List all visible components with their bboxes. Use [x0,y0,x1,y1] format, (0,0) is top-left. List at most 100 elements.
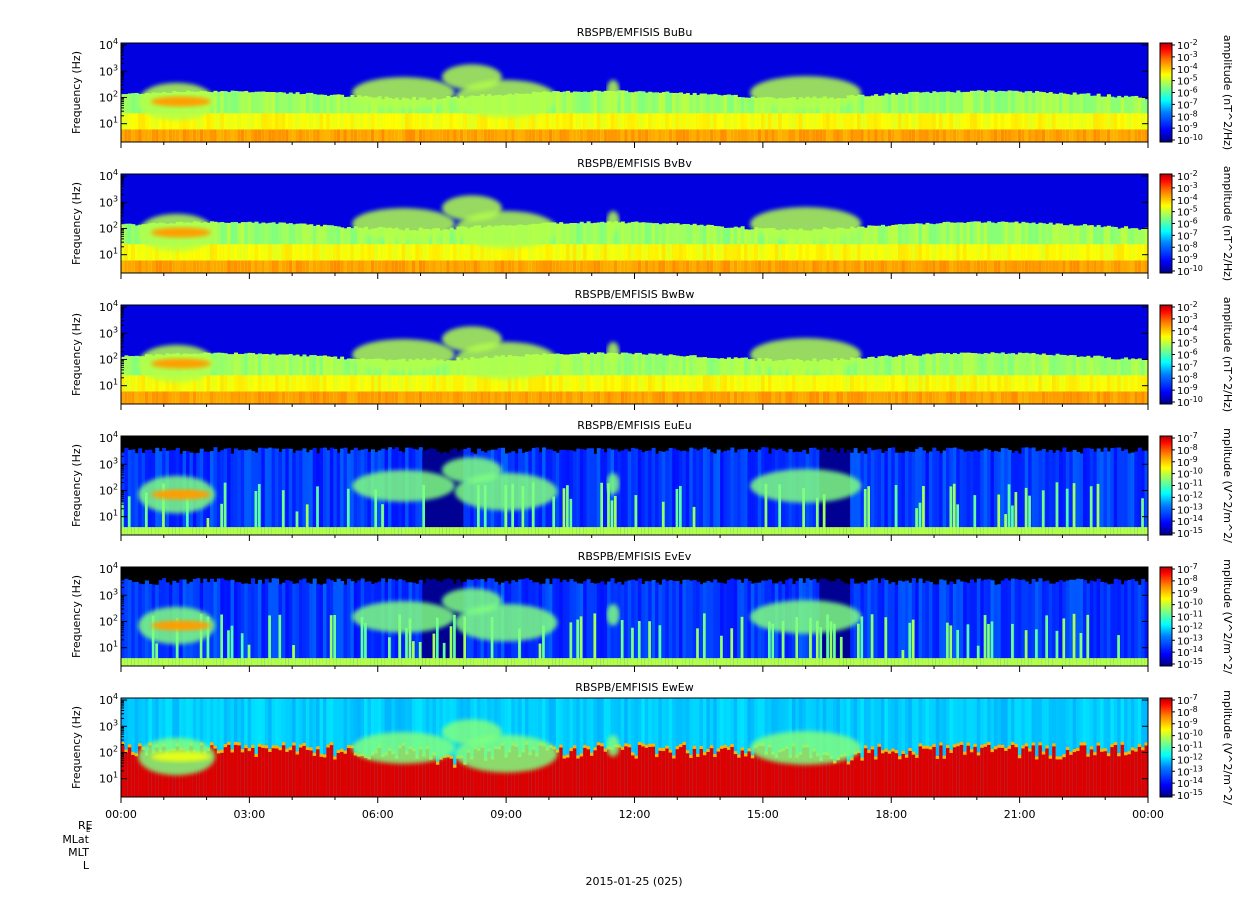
burst-stripe [730,628,734,666]
base-band [333,129,338,142]
base-band [343,527,348,535]
base-band [240,260,245,273]
base-band [843,129,848,142]
base-band [946,527,951,535]
y-tick-label: 104 [99,299,118,314]
base-band [165,391,170,404]
low-band [545,244,550,273]
background-band [750,449,755,535]
low-band [1065,375,1070,404]
background-band [956,579,961,666]
base-band [353,391,358,404]
low-band [668,113,673,142]
low-band [706,375,711,404]
low-band [449,375,454,404]
background-band [264,448,269,535]
base-band [1055,129,1060,142]
background-band [322,447,327,535]
background-band [292,452,297,535]
base-band [1072,391,1077,404]
low-band [754,375,759,404]
low-band [1106,113,1111,142]
noise-edge [124,749,129,753]
background-band [617,581,622,666]
noise-band [292,745,297,797]
noise-edge [322,754,327,758]
base-band [973,658,978,666]
background-band [672,581,677,666]
base-band [918,658,923,666]
emission-core [150,96,211,107]
base-band [959,260,964,273]
base-band [158,260,163,273]
low-band [956,244,961,273]
low-band [569,375,574,404]
low-band [600,113,605,142]
base-band [196,658,201,666]
base-band [915,129,920,142]
base-band [333,391,338,404]
low-band [822,244,827,273]
background-band [637,449,642,535]
burst-stripe [333,614,336,666]
burst-stripe [127,496,131,535]
base-band [579,129,584,142]
burst-stripe [1079,632,1083,666]
burst-stripe [740,616,744,666]
base-band [357,391,362,404]
low-band [579,244,584,273]
low-band [798,375,803,404]
burst-stripe [1065,488,1069,535]
colorbar-tick-label: 10-10 [1177,395,1203,409]
base-band [199,391,204,404]
base-band [589,658,595,666]
base-band [343,129,348,142]
base-band [651,527,656,535]
y-tick-exponent: 2 [113,613,118,622]
low-band [1110,375,1115,404]
background-band [624,581,629,666]
colorbar-tick-exponent: -2 [1190,169,1198,178]
base-band [305,391,310,404]
low-band [326,375,331,404]
low-band [562,244,567,273]
colorbar-tick-label: 10-8 [1177,443,1198,457]
base-band [240,391,245,404]
base-band [610,391,615,404]
low-band [692,244,697,273]
base-band [744,658,749,666]
base-band [281,658,286,666]
background-band [973,582,978,666]
base-band [408,658,413,666]
low-band [898,113,903,142]
low-band [473,113,478,142]
low-band [1076,244,1081,273]
background-band [1014,579,1019,666]
low-band [466,113,471,142]
base-band [754,129,759,142]
noise-edge [285,748,290,752]
base-band [326,129,331,142]
low-band [867,375,872,404]
background-band [949,581,954,666]
base-band [980,391,985,404]
low-band [744,375,749,404]
low-band [1100,244,1105,273]
background-band [1117,579,1122,666]
base-band [768,260,773,273]
background-band [689,447,694,535]
base-band [911,527,916,535]
base-band [138,658,143,666]
base-band [610,658,615,666]
background-band [935,450,940,535]
low-band [1031,113,1036,142]
base-band [275,658,280,666]
base-band [740,129,745,142]
base-band [1120,658,1125,666]
base-band [381,527,386,535]
base-band [394,391,399,404]
low-band [213,244,218,273]
low-band [545,375,550,404]
base-band [168,527,173,535]
